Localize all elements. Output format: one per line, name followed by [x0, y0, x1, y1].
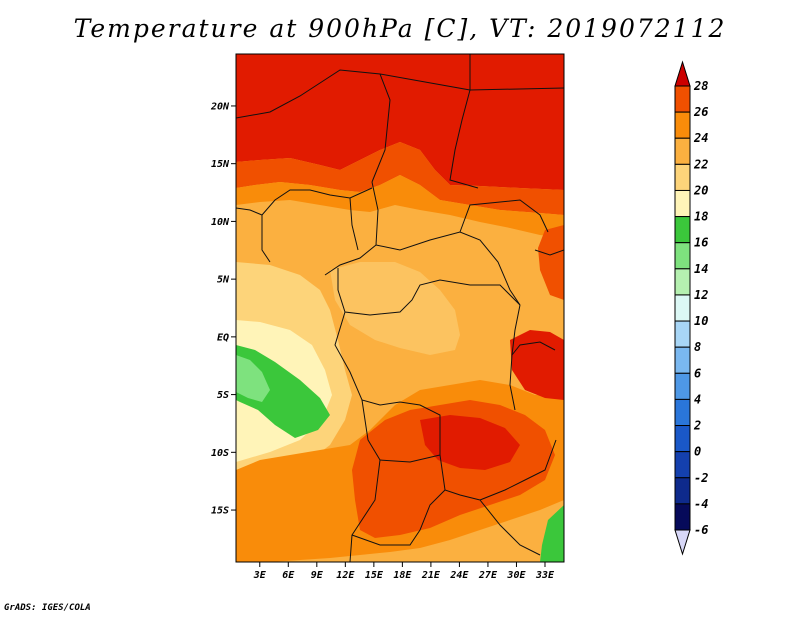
colorbar-label: 28: [693, 79, 708, 93]
colorbar-label: 14: [694, 262, 708, 276]
lat-tick-label: 10N: [211, 217, 230, 228]
lat-tick-label: 5N: [217, 275, 230, 286]
colorbar-swatch: [674, 85, 691, 113]
colorbar-label: -2: [694, 471, 708, 485]
lat-tick-label: 15N: [211, 159, 230, 170]
colorbar-swatch: [674, 111, 691, 139]
lat-tick-label: 15S: [211, 506, 229, 517]
colorbar-swatch: [674, 163, 691, 191]
temperature-field: [236, 54, 564, 562]
colorbar-swatch: [674, 216, 691, 244]
lat-tick-label: EQ: [217, 332, 229, 343]
colorbar-label: 0: [694, 445, 701, 459]
colorbar-label: 10: [694, 314, 708, 328]
colorbar-label: 2: [693, 419, 701, 433]
map-title: Temperature at 900hPa [C], VT: 201907211…: [73, 14, 727, 43]
lon-tick-label: 30E: [506, 570, 526, 581]
colorbar-label: 24: [693, 131, 708, 145]
lon-tick-label: 15E: [365, 570, 384, 581]
colorbar-swatch: [674, 189, 691, 218]
lon-tick-label: 24E: [449, 570, 469, 581]
colorbar-swatch: [674, 503, 691, 531]
lat-tick-label: 20N: [210, 101, 230, 112]
colorbar-label: 8: [694, 340, 701, 354]
colorbar-swatch: [674, 451, 691, 479]
colorbar-label: 18: [694, 210, 708, 224]
latitude-axis: 20N 15N 10N 5N EQ 5S 10S 15S: [210, 101, 236, 517]
lon-tick-label: 6E: [282, 570, 295, 581]
lon-tick-label: 3E: [253, 570, 267, 581]
colorbar-label: 20: [693, 183, 708, 197]
lon-tick-label: 27E: [478, 570, 498, 581]
colorbar-swatch: [674, 320, 691, 348]
colorbar-label: 16: [694, 236, 708, 250]
lon-tick-label: 33E: [535, 570, 555, 581]
colorbar-label: 22: [693, 157, 708, 171]
colorbar-swatch: [674, 477, 691, 505]
colorbar-swatch: [674, 398, 691, 427]
colorbar-swatch: [674, 294, 691, 322]
colorbar-swatch: [674, 137, 691, 165]
grads-credit: GrADS: IGES/COLA: [4, 603, 91, 613]
lat-tick-label: 10S: [211, 448, 229, 459]
colorbar-label: 4: [694, 392, 701, 406]
map-frame: [235, 53, 565, 563]
lat-tick-label: 5S: [217, 390, 229, 401]
colorbar-label: 12: [694, 288, 708, 302]
country-boundaries: [236, 54, 564, 562]
colorbar-label: -4: [694, 497, 708, 511]
longitude-axis: 3E 6E 9E 12E 15E 18E 21E 24E 27E 30E 33E: [253, 562, 555, 581]
colorbar-swatch: [674, 372, 691, 400]
colorbar-label: 26: [693, 105, 708, 119]
colorbar-bottom-arrow: [674, 529, 691, 556]
lon-tick-label: 21E: [421, 570, 441, 581]
colorbar-label: 6: [694, 366, 701, 380]
colorbar-swatch: [674, 268, 691, 296]
colorbar-top-arrow: [674, 60, 691, 87]
colorbar-swatch: [674, 346, 691, 374]
lon-tick-label: 9E: [311, 570, 324, 581]
colorbar-swatch: [674, 242, 691, 270]
colorbar-swatch: [674, 425, 691, 453]
lon-tick-label: 18E: [393, 570, 412, 581]
lon-tick-label: 12E: [336, 570, 355, 581]
colorbar-label: -6: [694, 523, 708, 537]
